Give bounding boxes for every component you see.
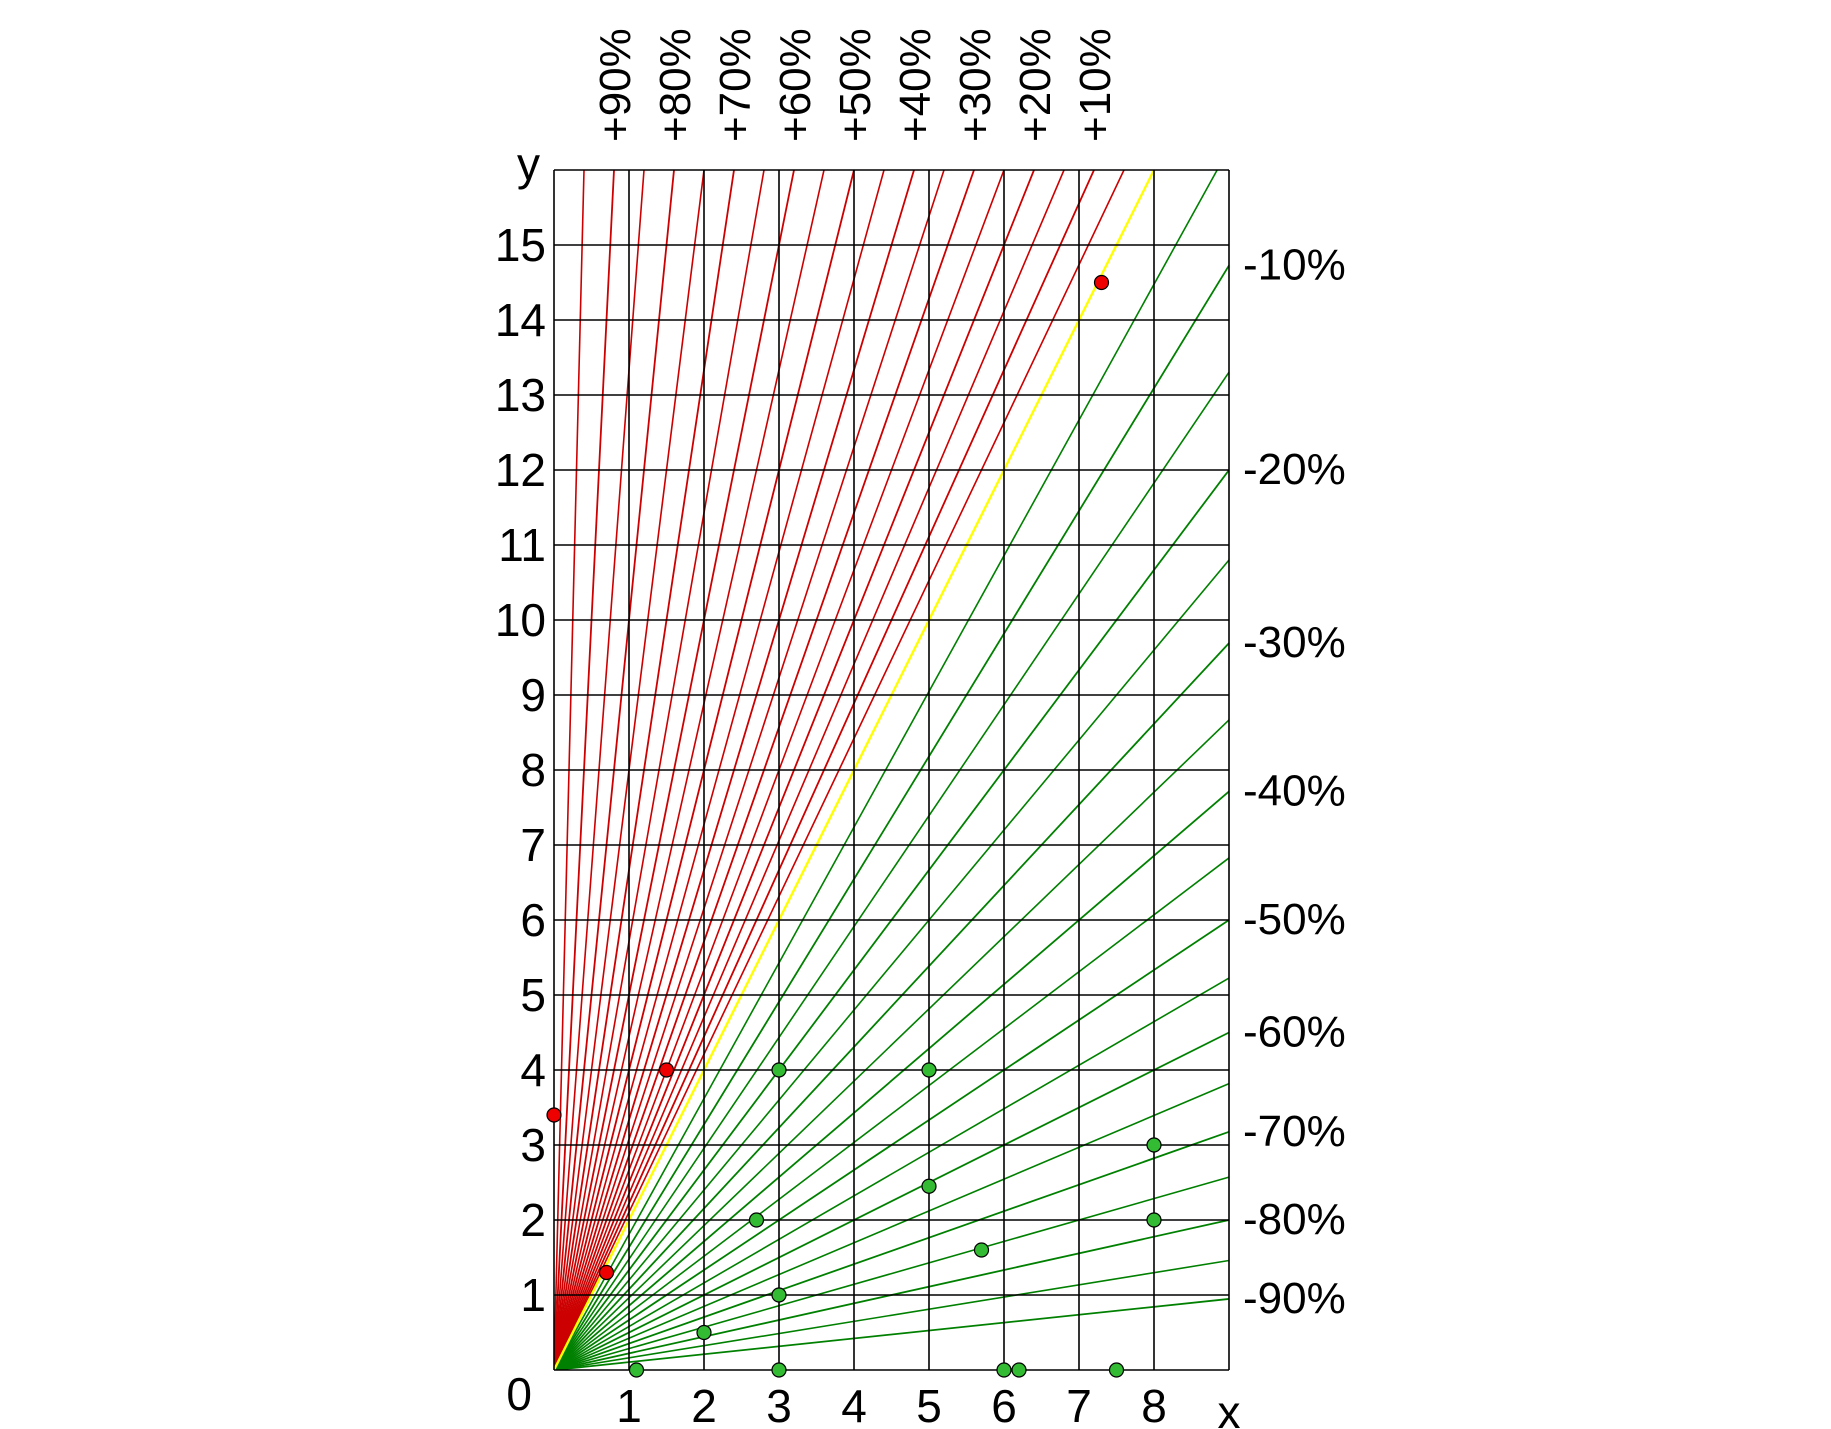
ref-line-negative-3 <box>554 790 1230 1370</box>
negative-pct-label-6: -70% <box>1243 1107 1346 1156</box>
positive-pct-label-0: +10% <box>1071 28 1120 142</box>
ref-line-negative-0 <box>554 264 1230 1370</box>
y-tick-label-0: 1 <box>520 1269 546 1321</box>
ref-line-negative-5 <box>554 1031 1230 1370</box>
positive-pct-label-1: +20% <box>1011 28 1060 142</box>
x-axis-label: x <box>1218 1386 1241 1429</box>
x-tick-label-2: 3 <box>766 1380 792 1429</box>
data-point-1-11 <box>1108 1362 1125 1378</box>
x-tick-label-7: 8 <box>1141 1380 1167 1429</box>
data-point-1-12 <box>1146 1137 1162 1153</box>
y-axis-label: y <box>517 138 540 190</box>
y-tick-label-12: 13 <box>495 369 546 421</box>
y-tick-label-9: 10 <box>495 594 546 646</box>
data-point-1-2 <box>748 1212 765 1228</box>
positive-pct-label-5: +60% <box>771 28 820 142</box>
origin-label: 0 <box>506 1368 532 1420</box>
ref-line-negative-6 <box>554 1130 1230 1370</box>
x-tick-label-6: 7 <box>1066 1380 1092 1429</box>
data-point-1-13 <box>1146 1212 1162 1228</box>
y-tick-label-3: 4 <box>520 1044 546 1096</box>
y-tick-label-13: 14 <box>495 294 546 346</box>
data-point-0-0 <box>546 1107 562 1123</box>
negative-pct-label-1: -20% <box>1243 445 1346 494</box>
ref-line-negative-minor-4 <box>554 857 1230 1370</box>
y-tick-label-10: 11 <box>498 519 546 571</box>
negative-pct-label-7: -80% <box>1243 1195 1346 1244</box>
positive-pct-label-7: +80% <box>651 28 700 142</box>
x-tick-label-3: 4 <box>841 1380 867 1429</box>
data-point-1-1 <box>696 1324 712 1341</box>
x-tick-label-1: 2 <box>691 1380 717 1429</box>
y-tick-label-7: 8 <box>520 744 546 796</box>
data-points <box>546 274 1162 1378</box>
data-point-1-0 <box>628 1362 645 1378</box>
negative-pct-label-5: -60% <box>1243 1008 1346 1057</box>
data-point-0-1 <box>598 1264 615 1281</box>
ref-line-negative-minor-7 <box>554 1176 1230 1370</box>
y-tick-label-6: 7 <box>520 819 546 871</box>
x-tick-label-5: 6 <box>991 1380 1017 1429</box>
data-point-1-8 <box>973 1242 990 1258</box>
data-point-1-4 <box>771 1287 787 1303</box>
data-point-1-6 <box>921 1062 937 1078</box>
y-tick-label-1: 2 <box>520 1194 546 1246</box>
data-point-0-2 <box>658 1062 675 1078</box>
ref-line-negative-minor-8 <box>554 1259 1230 1370</box>
ref-line-negative-minor-5 <box>554 977 1230 1370</box>
x-tick-label-4: 5 <box>916 1380 942 1429</box>
positive-pct-label-3: +40% <box>891 28 940 142</box>
y-tick-label-4: 5 <box>520 969 546 1021</box>
data-point-1-7 <box>921 1178 937 1194</box>
data-point-0-3 <box>1093 274 1110 291</box>
ref-line-negative-minor-3 <box>554 719 1230 1370</box>
ref-line-negative-8 <box>554 1298 1230 1370</box>
ref-line-negative-minor-6 <box>554 1082 1230 1370</box>
x-tick-label-0: 1 <box>616 1380 642 1429</box>
data-point-1-10 <box>1011 1362 1027 1378</box>
ref-line-negative-2 <box>554 642 1230 1370</box>
positive-pct-label-8: +90% <box>591 28 640 142</box>
negative-pct-label-8: -90% <box>1243 1274 1346 1323</box>
grid <box>553 169 1230 1371</box>
positive-pct-label-6: +70% <box>711 28 760 142</box>
y-tick-label-11: 12 <box>495 444 546 496</box>
ref-line-negative-minor-1 <box>554 371 1230 1370</box>
data-point-1-3 <box>771 1062 787 1078</box>
data-point-1-5 <box>771 1362 787 1378</box>
negative-pct-label-0: -10% <box>1243 240 1346 289</box>
positive-pct-label-2: +30% <box>951 28 1000 142</box>
y-tick-label-2: 3 <box>520 1119 546 1171</box>
positive-pct-label-4: +50% <box>831 28 880 142</box>
y-tick-label-5: 6 <box>520 894 546 946</box>
y-tick-label-8: 9 <box>520 669 546 721</box>
y-tick-label-14: 15 <box>495 219 546 271</box>
negative-pct-label-3: -40% <box>1243 766 1346 815</box>
data-point-1-9 <box>996 1362 1012 1378</box>
negative-pct-label-2: -30% <box>1243 618 1346 667</box>
negative-pct-label-4: -50% <box>1243 895 1346 944</box>
